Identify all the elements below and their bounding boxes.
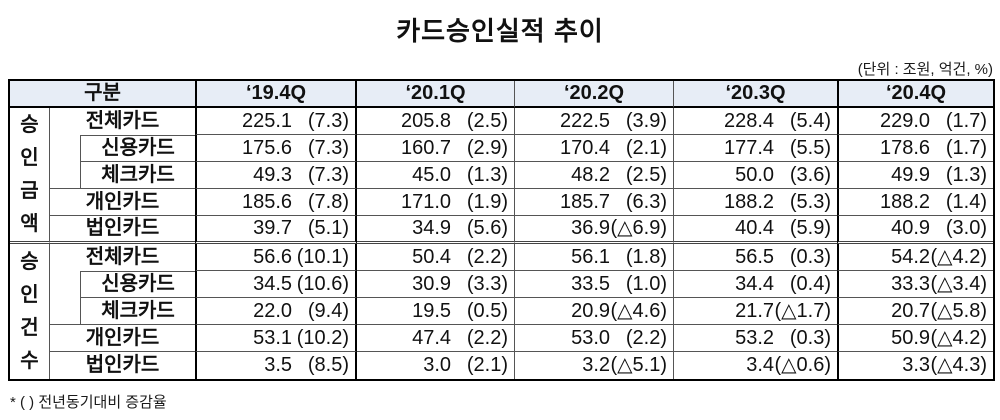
value-cell: 53.1 (10.2) bbox=[195, 325, 358, 352]
table-row: 체크카드 22.0 (9.4) 19.5 (0.5) 20.9(△4.6) 21.7… bbox=[10, 298, 994, 325]
value-cell: 170.4 (2.1) bbox=[515, 135, 675, 162]
table-row: 승 인 건 수 전체카드 56.6 (10.1) 50.4 (2.2) 56.1 (1… bbox=[10, 244, 994, 379]
value-cell: 185.7 (6.3) bbox=[515, 189, 675, 216]
quarter-header-20-4q: ‘20.4Q bbox=[837, 81, 994, 108]
footnote: * ( ) 전년동기대비 증감율 bbox=[10, 394, 167, 411]
value-cell: 22.0 (9.4) bbox=[195, 298, 358, 325]
value-cell: 33.5 (1.0) bbox=[515, 271, 675, 298]
table-row: 개인카드 53.1 (10.2) 47.4 (2.2) 53.0 (2.2) 53.2… bbox=[10, 325, 994, 352]
indent-strip bbox=[50, 135, 80, 189]
unit-note: (단위 : 조원, 억건, %) bbox=[857, 61, 993, 78]
indent-strip bbox=[50, 271, 80, 325]
value-cell: 34.4 (0.4) bbox=[674, 271, 838, 298]
quarter-header-19-4q: ‘19.4Q bbox=[195, 81, 358, 108]
category-label: 개인카드 bbox=[50, 189, 196, 216]
value-cell: 188.2 (1.4) bbox=[837, 189, 994, 216]
quarter-header-20-2q: ‘20.2Q bbox=[515, 81, 675, 108]
value-cell: 48.2 (2.5) bbox=[515, 162, 675, 189]
value-cell: 178.6 (1.7) bbox=[837, 135, 994, 162]
value-cell: 20.9(△4.6) bbox=[515, 298, 675, 325]
value-cell: 160.7 (2.9) bbox=[357, 135, 516, 162]
value-cell: 229.0 (1.7) bbox=[837, 108, 994, 135]
category-label: 개인카드 bbox=[50, 325, 196, 352]
value-cell: 228.4 (5.4) bbox=[674, 108, 838, 135]
value-cell: 45.0 (1.3) bbox=[357, 162, 516, 189]
category-label: 법인카드 bbox=[50, 216, 196, 244]
value-cell: 205.8 (2.5) bbox=[357, 108, 516, 135]
quarter-header-20-3q: ‘20.3Q bbox=[674, 81, 838, 108]
value-cell: 49.9 (1.3) bbox=[837, 162, 994, 189]
table-row: 법인카드 39.7 (5.1) 34.9 (5.6) 36.9(△6.9) 40.4… bbox=[10, 216, 994, 244]
value-cell: 39.7 (5.1) bbox=[195, 216, 358, 244]
value-cell: 20.7(△5.8) bbox=[837, 298, 994, 325]
value-cell: 30.9 (3.3) bbox=[357, 271, 516, 298]
value-cell: 47.4 (2.2) bbox=[357, 325, 516, 352]
value-cell: 56.1 (1.8) bbox=[515, 244, 675, 271]
category-label: 체크카드 bbox=[80, 162, 196, 189]
table-row: 법인카드 3.5 (8.5) 3.0 (2.1) 3.2(△5.1) 3.4(△0.… bbox=[10, 352, 993, 379]
value-cell: 185.6 (7.8) bbox=[195, 189, 358, 216]
group-label-amount: 승 인 금 액 bbox=[10, 108, 50, 244]
value-cell: 171.0 (1.9) bbox=[357, 189, 516, 216]
value-cell: 56.5 (0.3) bbox=[674, 244, 838, 271]
value-cell: 225.1 (7.3) bbox=[195, 108, 358, 135]
value-cell: 21.7(△1.7) bbox=[674, 298, 838, 325]
table-row: 신용카드 34.5 (10.6) 30.9 (3.3) 33.5 (1.0) 34.4… bbox=[10, 271, 994, 325]
category-label: 법인카드 bbox=[85, 354, 160, 376]
corner-header: 구분 bbox=[10, 81, 196, 108]
value-cell: 177.4 (5.5) bbox=[674, 135, 838, 162]
value-cell: 19.5 (0.5) bbox=[357, 298, 516, 325]
value-cell: 3.5 (8.5) bbox=[195, 352, 358, 379]
table-row: 개인카드 185.6 (7.8) 171.0 (1.9) 185.7 (6.3) 18… bbox=[10, 189, 994, 216]
value-cell: 53.0 (2.2) bbox=[515, 325, 675, 352]
category-label: 신용카드 bbox=[80, 135, 196, 162]
value-cell: 50.4 (2.2) bbox=[357, 244, 516, 271]
table-row: 승 인 금 액 전체카드 225.1 (7.3) 205.8 (2.5) 222.5… bbox=[10, 108, 994, 244]
value-cell: 56.6 (10.1) bbox=[195, 244, 358, 271]
category-label: 체크카드 bbox=[80, 298, 196, 325]
table-row: 체크카드 49.3 (7.3) 45.0 (1.3) 48.2 (2.5) 50.0(… bbox=[10, 162, 994, 189]
quarter-header-20-1q: ‘20.1Q bbox=[357, 81, 516, 108]
value-cell: 222.5 (3.9) bbox=[515, 108, 675, 135]
category-label: 전체카드 bbox=[85, 246, 160, 268]
value-cell: 50.9(△4.2) bbox=[837, 325, 994, 352]
value-cell: 54.2(△4.2) bbox=[837, 244, 994, 271]
category-label: 전체카드 bbox=[85, 110, 160, 132]
value-cell: 3.3(△4.3) bbox=[837, 352, 993, 379]
value-cell: 3.0 (2.1) bbox=[357, 352, 516, 379]
card-approval-table: 구분 ‘19.4Q ‘20.1Q ‘20.2Q ‘20.3Q ‘20.4Q 승 … bbox=[8, 79, 996, 381]
value-cell: 40.4 (5.9) bbox=[674, 216, 838, 244]
value-cell: 34.5 (10.6) bbox=[195, 271, 358, 298]
value-cell: 36.9(△6.9) bbox=[515, 216, 675, 244]
page-title: 카드승인실적 추이 bbox=[396, 16, 604, 46]
value-cell: 3.2(△5.1) bbox=[515, 352, 675, 379]
category-label: 신용카드 bbox=[80, 271, 196, 298]
value-cell: 3.4(△0.6) bbox=[746, 354, 832, 376]
value-cell: 40.9 (3.0) bbox=[837, 216, 994, 244]
value-cell: 175.6 (7.3) bbox=[195, 135, 358, 162]
table-row: 신용카드 175.6 (7.3) 160.7 (2.9) 170.4 (2.1) 17… bbox=[10, 135, 994, 189]
value-cell: 53.2 (0.3) bbox=[674, 325, 838, 352]
value-cell: 50.0 (3.6) bbox=[674, 162, 838, 189]
value-cell: 33.3(△3.4) bbox=[837, 271, 994, 298]
header-row: 구분 ‘19.4Q ‘20.1Q ‘20.2Q ‘20.3Q ‘20.4Q bbox=[10, 81, 994, 108]
value-cell: 34.9 (5.6) bbox=[357, 216, 516, 244]
group-label-count: 승 인 건 수 bbox=[10, 244, 50, 379]
value-cell: 188.2 (5.3) bbox=[674, 189, 838, 216]
value-cell: 49.3 (7.3) bbox=[195, 162, 358, 189]
